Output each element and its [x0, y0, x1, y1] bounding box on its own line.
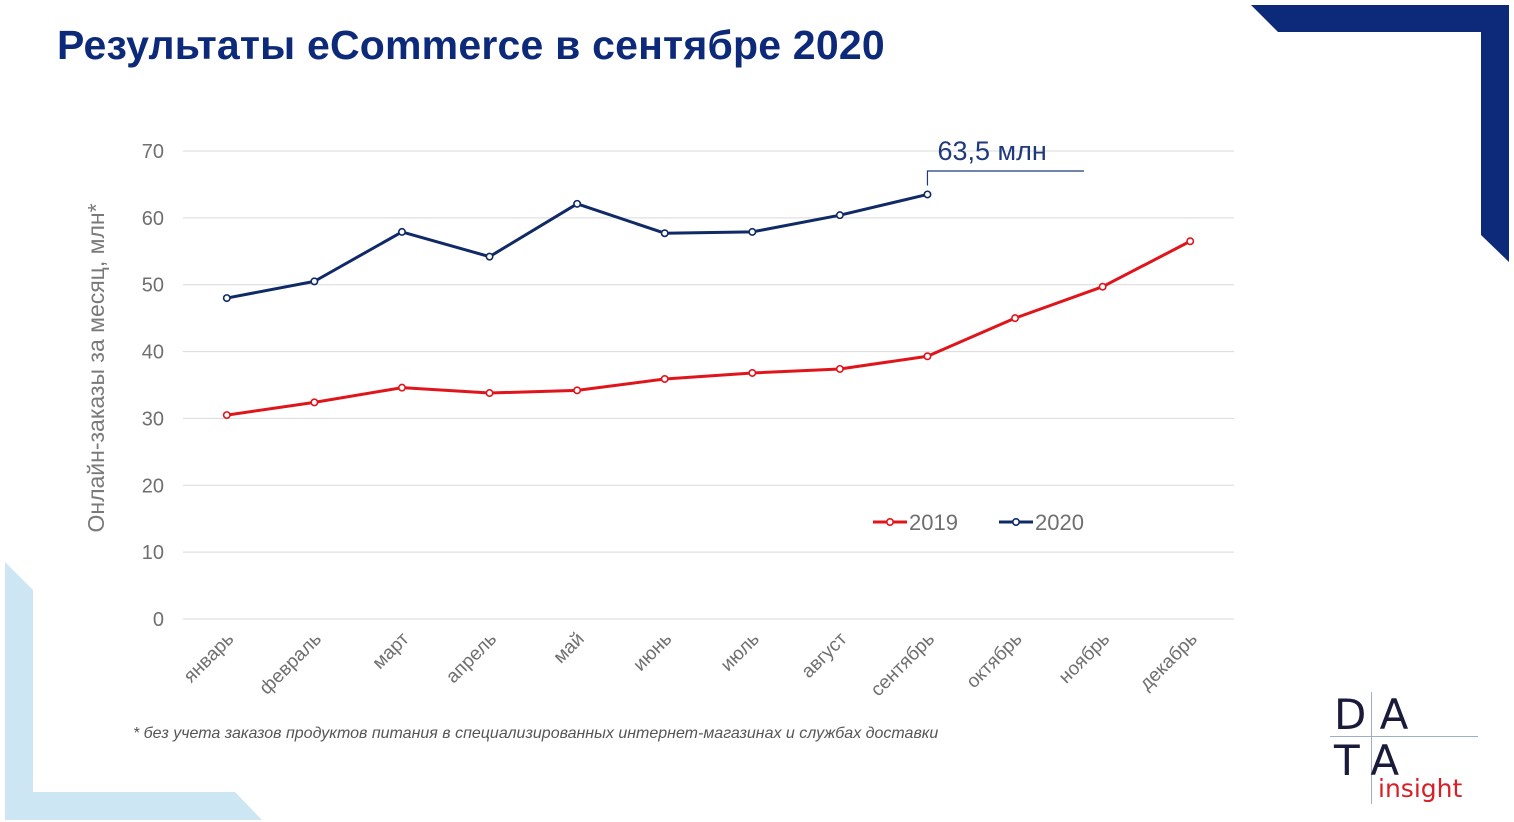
y-tick-label: 10 [142, 542, 164, 564]
data-point-2019 [1098, 282, 1107, 291]
data-point-2020 [310, 277, 319, 286]
x-axis-ticks: январь февраль март апрель май июнь июль август… [180, 628, 1202, 700]
chart-series [222, 190, 1195, 420]
x-tick-label: январь [180, 629, 239, 688]
legend-label: 2020 [1035, 510, 1084, 535]
chart-gridlines [183, 150, 1234, 620]
x-tick-label: февраль [256, 629, 326, 699]
x-tick-label: май [550, 629, 589, 668]
chart-legend: 2019 2020 [873, 510, 1084, 535]
y-axis-label: Онлайн-заказы за месяц, млн* [83, 203, 109, 532]
logo-vertical-rule [1371, 692, 1372, 804]
x-tick-label: август [798, 628, 852, 682]
y-tick-label: 70 [142, 141, 164, 163]
data-point-2019 [748, 368, 757, 377]
data-point-2019 [310, 398, 319, 407]
data-point-2019 [485, 389, 494, 398]
logo-horizontal-rule [1330, 736, 1478, 737]
data-point-2020 [222, 294, 231, 303]
data-point-2019 [1011, 314, 1020, 323]
x-tick-label: апрель [442, 629, 501, 688]
annotation-label: 63,5 млн [937, 136, 1046, 166]
y-tick-label: 40 [142, 342, 164, 364]
data-point-2019 [835, 364, 844, 373]
y-axis-ticks: 0 10 20 30 40 50 60 70 [142, 141, 164, 631]
series-line-2020 [226, 192, 928, 300]
y-tick-label: 30 [142, 408, 164, 430]
slide-title: Результаты eCommerce в сентябре 2020 [57, 22, 885, 68]
y-tick-label: 0 [153, 609, 164, 631]
legend-swatch-marker [1011, 517, 1020, 526]
data-point-2019 [923, 352, 932, 361]
data-point-2020 [397, 227, 406, 236]
series-line-2019 [226, 239, 1191, 417]
data-point-2020 [485, 252, 494, 261]
data-point-2020 [923, 190, 932, 199]
data-point-2019 [397, 383, 406, 392]
legend-label: 2019 [909, 510, 958, 535]
x-tick-label: ноябрь [1055, 629, 1114, 688]
data-point-2020 [835, 211, 844, 220]
x-tick-label: июль [717, 629, 764, 676]
y-tick-label: 20 [142, 475, 164, 497]
logo-letters-row2: TA [1334, 736, 1414, 785]
chart-annotation: 63,5 млн [926, 136, 1084, 186]
x-tick-label: декабрь [1136, 629, 1202, 695]
data-point-2020 [573, 199, 582, 208]
y-tick-label: 50 [142, 275, 164, 297]
data-point-2019 [660, 374, 669, 383]
data-point-2019 [222, 411, 231, 420]
data-point-2020 [748, 227, 757, 236]
legend-swatch-marker [885, 517, 894, 526]
data-point-2019 [1186, 237, 1195, 246]
x-tick-label: июнь [629, 629, 676, 676]
x-tick-label: октябрь [963, 629, 1027, 693]
logo-word: insight [1378, 774, 1463, 803]
x-tick-label: сентябрь [867, 629, 939, 701]
footnote: * без учета заказов продуктов питания в … [133, 725, 939, 742]
data-insight-logo: DA TA insight [1330, 692, 1480, 807]
x-tick-label: март [369, 628, 414, 673]
annotation-leader-line [926, 170, 1084, 186]
data-point-2019 [573, 386, 582, 395]
data-point-2020 [660, 229, 669, 238]
logo-letters-row1: DA [1334, 690, 1423, 739]
y-tick-label: 60 [142, 208, 164, 230]
logo-letters: DA TA [1334, 692, 1444, 784]
